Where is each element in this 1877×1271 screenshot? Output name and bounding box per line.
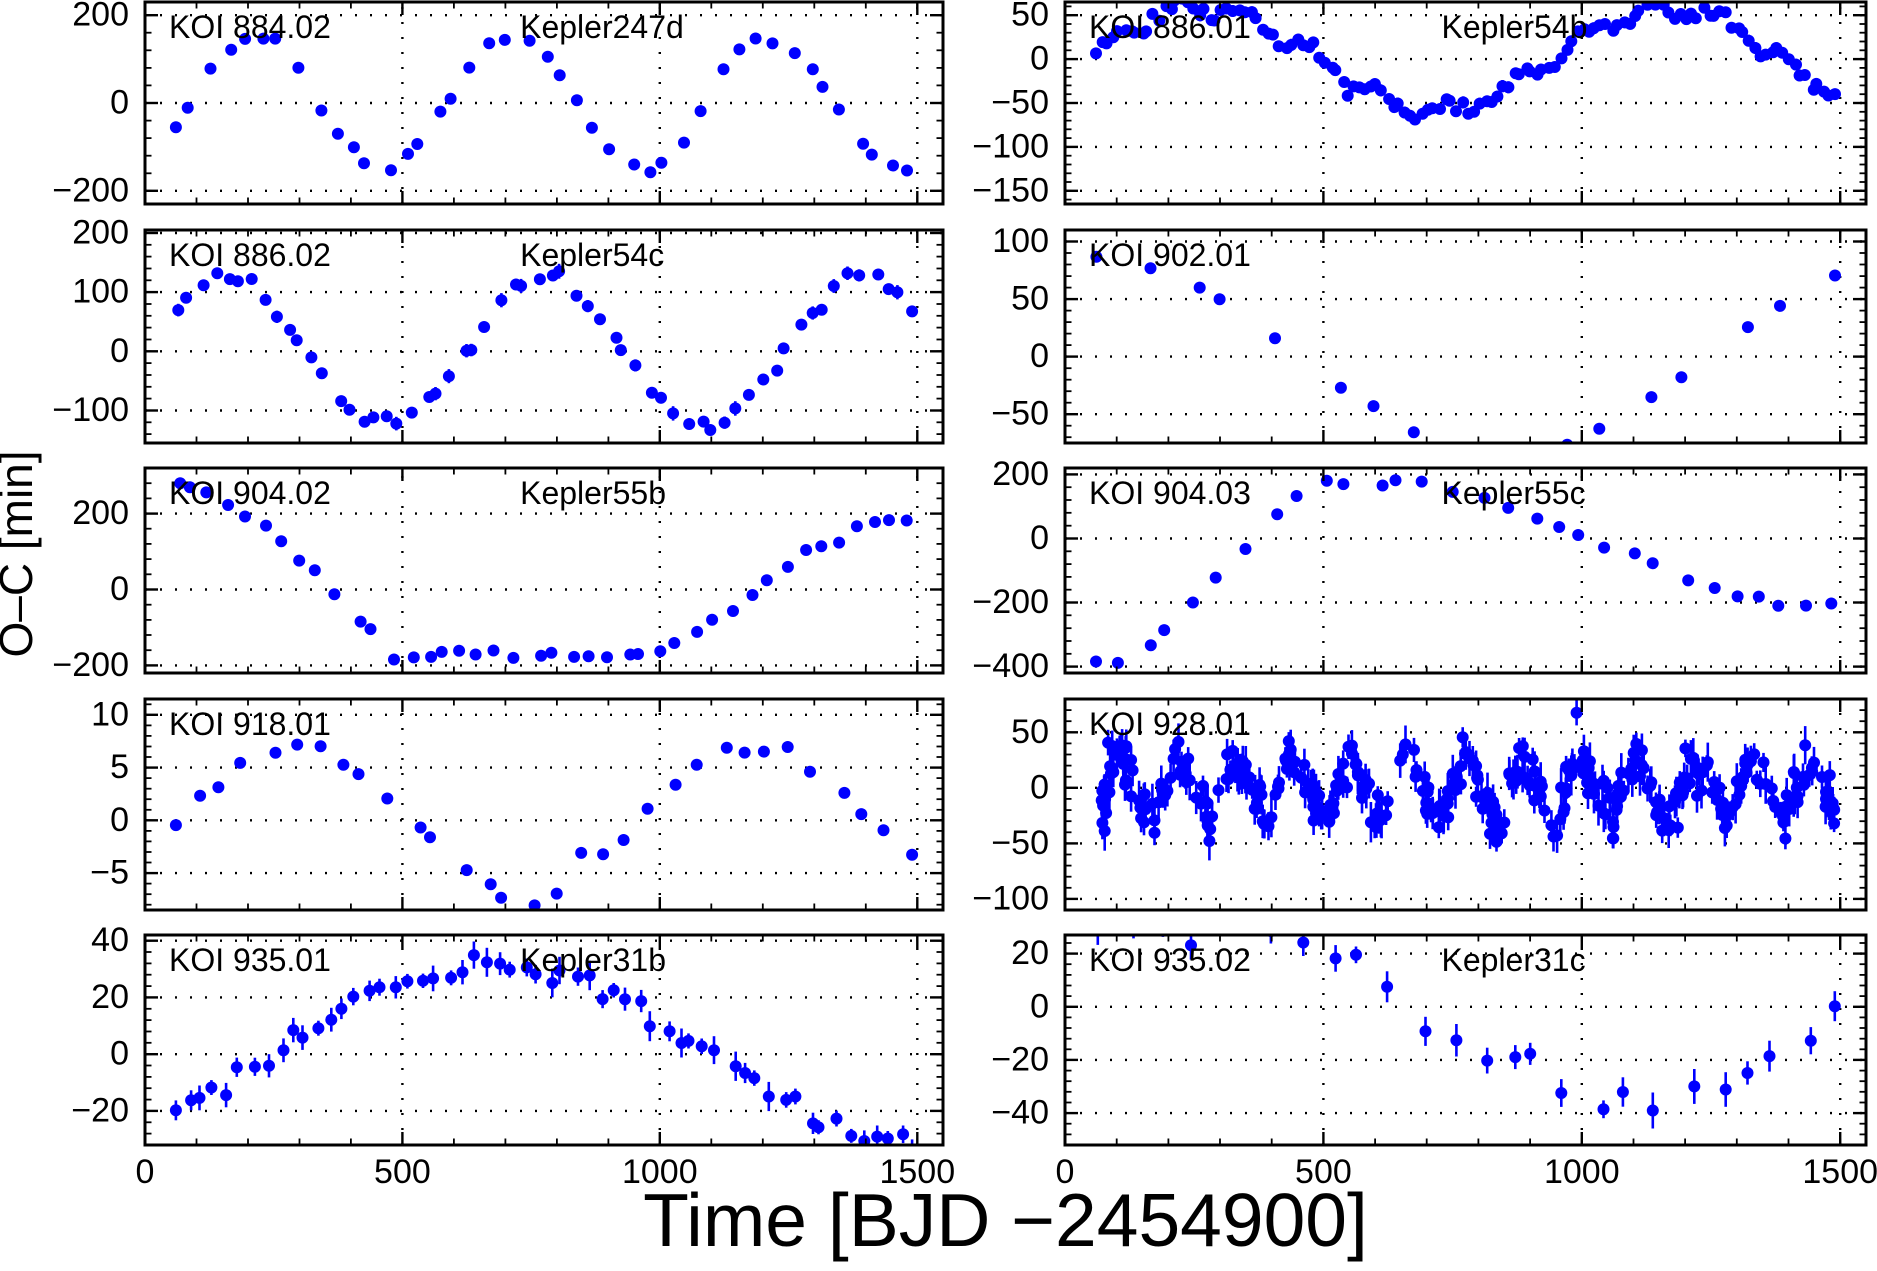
svg-text:−20: −20: [991, 1040, 1049, 1078]
svg-text:−200: −200: [52, 646, 129, 684]
svg-text:500: 500: [374, 1153, 431, 1191]
svg-text:0: 0: [1030, 337, 1049, 375]
svg-text:KOI 918.01: KOI 918.01: [169, 706, 331, 742]
svg-text:5: 5: [110, 748, 129, 786]
svg-text:Kepler247d: Kepler247d: [520, 9, 684, 45]
svg-text:−400: −400: [972, 647, 1049, 685]
svg-text:−20: −20: [71, 1091, 129, 1129]
svg-text:0: 0: [110, 332, 129, 370]
svg-text:50: 50: [1011, 713, 1049, 751]
svg-text:KOI 886.01: KOI 886.01: [1089, 9, 1251, 45]
svg-text:200: 200: [72, 214, 129, 252]
svg-text:0: 0: [110, 1035, 129, 1073]
svg-text:0: 0: [110, 801, 129, 839]
svg-text:1500: 1500: [1802, 1153, 1877, 1191]
svg-text:Kepler55b: Kepler55b: [520, 475, 666, 511]
svg-text:Kepler31b: Kepler31b: [520, 942, 666, 978]
svg-text:−50: −50: [991, 824, 1049, 862]
svg-text:KOI 904.03: KOI 904.03: [1089, 475, 1251, 511]
svg-text:0: 0: [1030, 40, 1049, 78]
svg-text:Time [BJD −2454900]: Time [BJD −2454900]: [643, 1178, 1368, 1262]
svg-text:O–C [min]: O–C [min]: [0, 450, 42, 657]
svg-text:0: 0: [110, 84, 129, 122]
svg-text:200: 200: [72, 494, 129, 532]
svg-text:KOI 884.02: KOI 884.02: [169, 9, 331, 45]
svg-text:KOI 928.01: KOI 928.01: [1089, 706, 1251, 742]
svg-text:0: 0: [1030, 768, 1049, 806]
svg-text:KOI 904.02: KOI 904.02: [169, 475, 331, 511]
svg-text:KOI 902.01: KOI 902.01: [1089, 237, 1251, 273]
svg-text:−100: −100: [52, 391, 129, 429]
svg-text:40: 40: [91, 921, 129, 959]
svg-text:KOI 935.02: KOI 935.02: [1089, 942, 1251, 978]
svg-text:0: 0: [1030, 519, 1049, 557]
svg-text:50: 50: [1011, 0, 1049, 34]
svg-text:−200: −200: [52, 171, 129, 209]
svg-text:200: 200: [72, 0, 129, 34]
svg-text:Kepler31c: Kepler31c: [1442, 942, 1586, 978]
svg-text:Kepler55c: Kepler55c: [1442, 475, 1586, 511]
svg-text:Kepler54c: Kepler54c: [520, 237, 664, 273]
svg-text:Kepler54b: Kepler54b: [1442, 9, 1588, 45]
svg-text:200: 200: [992, 455, 1049, 493]
svg-text:−200: −200: [972, 583, 1049, 621]
svg-text:−150: −150: [972, 171, 1049, 209]
svg-text:100: 100: [992, 222, 1049, 260]
svg-text:−50: −50: [991, 84, 1049, 122]
svg-text:−5: −5: [90, 854, 129, 892]
svg-text:20: 20: [91, 978, 129, 1016]
svg-text:−50: −50: [991, 395, 1049, 433]
svg-text:0: 0: [110, 570, 129, 608]
svg-text:KOI 935.01: KOI 935.01: [169, 942, 331, 978]
svg-text:1000: 1000: [1544, 1153, 1620, 1191]
svg-text:100: 100: [72, 273, 129, 311]
svg-text:KOI 886.02: KOI 886.02: [169, 237, 331, 273]
svg-text:0: 0: [136, 1153, 155, 1191]
svg-text:50: 50: [1011, 280, 1049, 318]
svg-text:−40: −40: [991, 1094, 1049, 1132]
svg-text:−100: −100: [972, 127, 1049, 165]
svg-text:−100: −100: [972, 879, 1049, 917]
svg-text:0: 0: [1030, 987, 1049, 1025]
svg-text:20: 20: [1011, 934, 1049, 972]
svg-text:10: 10: [91, 695, 129, 733]
